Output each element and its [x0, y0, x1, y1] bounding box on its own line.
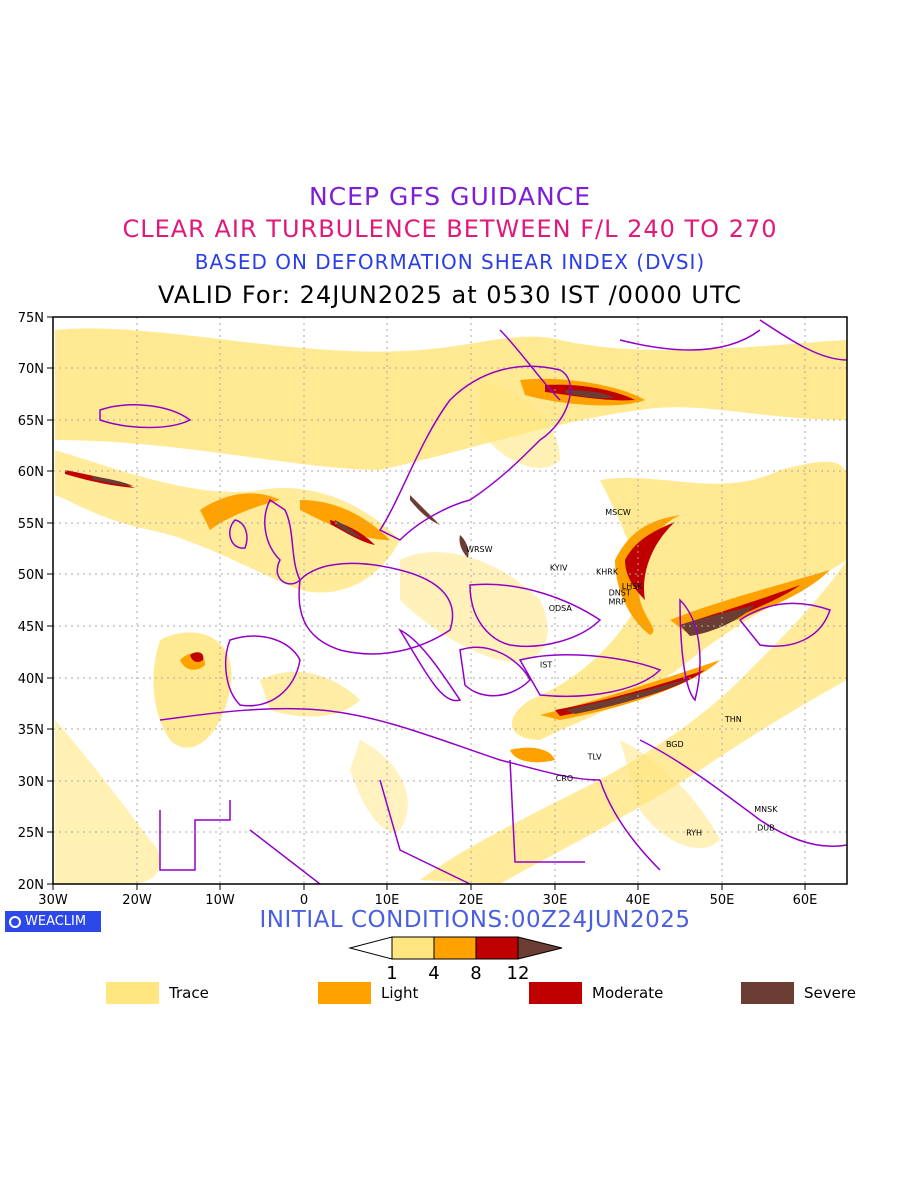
- city-label: TLV: [587, 752, 602, 761]
- colorbar-tick: 12: [507, 963, 530, 984]
- central-asia-outline: [738, 602, 831, 647]
- city-label: WRSW: [466, 545, 493, 554]
- map-frame: [52, 316, 848, 885]
- city-label: MSCW: [605, 508, 631, 517]
- country-boundaries: [99, 319, 847, 884]
- legend-swatch: [106, 982, 159, 1004]
- colorbar-tick: 4: [428, 963, 439, 984]
- great-britain-outline: [264, 498, 301, 585]
- black-sea-outline: [469, 583, 602, 647]
- legend-swatch: [529, 982, 582, 1004]
- lon-label: 40E: [626, 893, 651, 908]
- graticule: [53, 317, 847, 884]
- legend-label: Trace: [169, 984, 209, 1002]
- weaclim-badge: WEACLIM: [5, 911, 101, 932]
- valid-time: VALID For: 24JUN2025 at 0530 IST /0000 U…: [158, 281, 742, 309]
- lat-label: 50N: [18, 568, 44, 583]
- lon-label: 20E: [459, 893, 484, 908]
- city-label: MNSK: [754, 805, 778, 814]
- lat-label: 45N: [18, 620, 44, 635]
- scandinavia-outline: [378, 365, 571, 541]
- middle-east-borders: [599, 739, 847, 871]
- lon-label: 50E: [710, 893, 735, 908]
- lon-label: 0: [300, 893, 308, 908]
- iberia-outline: [224, 635, 301, 707]
- north-africa-coast: [159, 707, 601, 781]
- legend-label: Moderate: [592, 984, 664, 1002]
- city-label: MRP: [609, 598, 626, 607]
- longitude-labels: 30W 20W 10W 0 10E 20E 30E 40E 50E 60E: [38, 893, 817, 908]
- city-label: THN: [724, 715, 742, 724]
- lat-label: 20N: [18, 878, 44, 893]
- city-label: DNST: [609, 588, 631, 597]
- africa-borders: [159, 759, 585, 884]
- initial-conditions: INITIAL CONDITIONS:00Z24JUN2025: [259, 907, 691, 933]
- severe-areas: [92, 390, 755, 714]
- weaclim-logo-icon: [9, 915, 21, 928]
- colorbar-tick: 1: [386, 963, 397, 984]
- lat-label: 65N: [18, 414, 44, 429]
- lat-label: 55N: [18, 517, 44, 532]
- legend-severe: Severe: [741, 982, 856, 1004]
- city-label: BGD: [666, 740, 684, 749]
- colorbar-tick: 8: [470, 963, 481, 984]
- axis-ticks: [47, 316, 806, 890]
- arctic-coast: [499, 319, 847, 401]
- lon-label: 60E: [793, 893, 818, 908]
- city-label: CRO: [556, 774, 573, 783]
- lat-label: 70N: [18, 362, 44, 377]
- lon-label: 10E: [375, 893, 400, 908]
- lat-label: 25N: [18, 826, 44, 841]
- lat-label: 40N: [18, 672, 44, 687]
- colorbar-trace: [391, 936, 435, 960]
- legend-label: Severe: [804, 984, 856, 1002]
- turkey-outline: [518, 654, 662, 698]
- lon-label: 30E: [543, 893, 568, 908]
- caspian-sea-outline: [679, 598, 701, 702]
- legend-label: Light: [381, 984, 419, 1002]
- colorbar-min-arrow: [348, 936, 393, 960]
- colorbar-moderate: [475, 936, 519, 960]
- legend-trace: Trace: [106, 982, 209, 1004]
- title-line-3: BASED ON DEFORMATION SHEAR INDEX (DVSI): [194, 250, 706, 274]
- colorbar-light: [433, 936, 477, 960]
- city-label: LHSK: [622, 582, 644, 591]
- city-label: DUB: [757, 823, 775, 832]
- title-line-2: CLEAR AIR TURBULENCE BETWEEN F/L 240 TO …: [122, 215, 778, 243]
- colorbar-max-arrow: [517, 936, 563, 960]
- latitude-labels: 75N 70N 65N 60N 55N 50N 45N 40N 35N 30N …: [18, 311, 44, 893]
- italy-outline: [398, 628, 462, 702]
- lat-label: 30N: [18, 775, 44, 790]
- legend-swatch: [318, 982, 371, 1004]
- ireland-outline: [229, 519, 248, 549]
- city-label: IST: [540, 661, 552, 670]
- legend-light: Light: [318, 982, 418, 1004]
- lat-label: 75N: [18, 311, 44, 326]
- lon-label: 10W: [205, 893, 235, 908]
- city-label: RYH: [686, 829, 702, 838]
- lon-label: 30W: [38, 893, 68, 908]
- balkans-outline: [459, 646, 531, 697]
- city-label: KHRK: [596, 568, 619, 577]
- title-line-1: NCEP GFS GUIDANCE: [308, 182, 591, 211]
- lon-label: 20W: [122, 893, 152, 908]
- badge-label: WEACLIM: [25, 914, 87, 929]
- city-label: KYIV: [550, 564, 568, 573]
- legend-swatch: [741, 982, 794, 1004]
- central-europe-outline: [298, 562, 454, 655]
- iceland-outline: [99, 404, 192, 429]
- lat-label: 35N: [18, 723, 44, 738]
- legend-moderate: Moderate: [529, 982, 663, 1004]
- lat-label: 60N: [18, 465, 44, 480]
- colorbar: 1 4 8 12: [348, 936, 563, 984]
- city-label: ODSA: [549, 604, 573, 613]
